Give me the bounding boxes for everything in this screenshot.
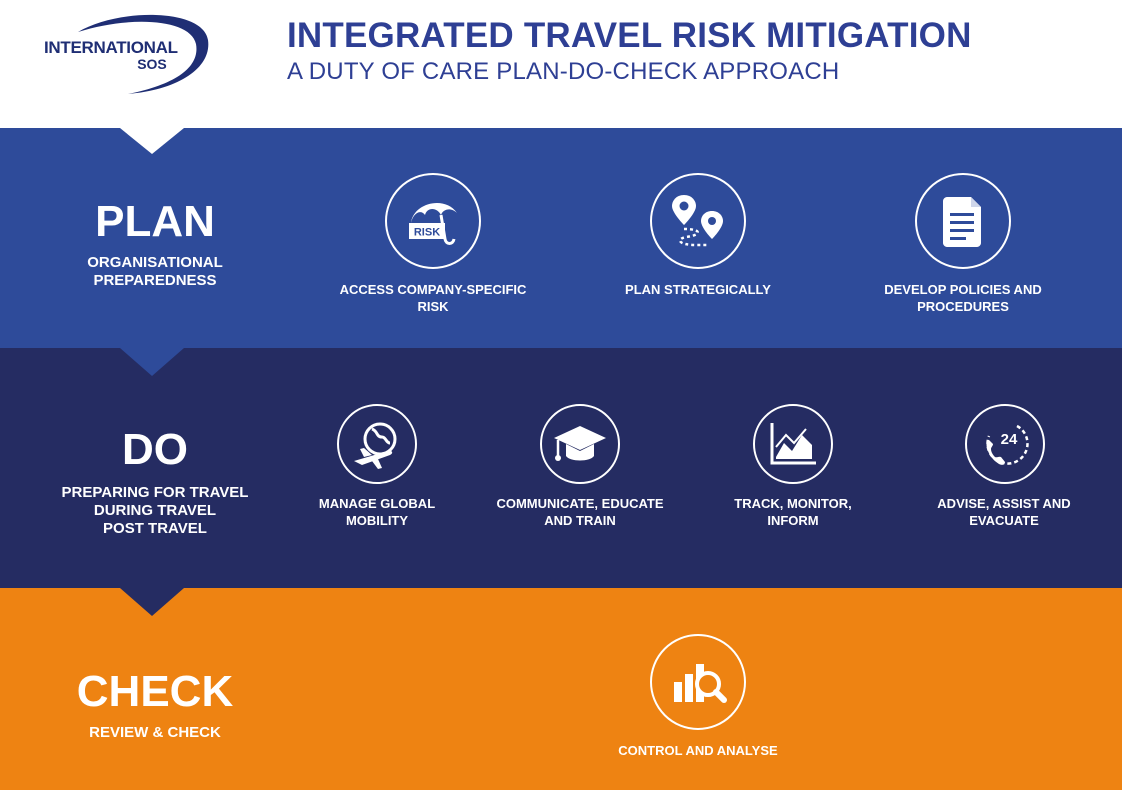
- do-section-heading: DO PREPARING FOR TRAVEL DURING TRAVEL PO…: [40, 428, 270, 538]
- chart-magnifier-icon: [650, 634, 746, 730]
- check-subtitle: REVIEW & CHECK: [89, 724, 221, 741]
- logo-text-sos: SOS: [137, 56, 167, 72]
- header: INTERNATIONAL SOS INTEGRATED TRAVEL RISK…: [0, 0, 1122, 128]
- do-subtitle-line: PREPARING FOR TRAVEL: [61, 484, 249, 501]
- document-icon: [915, 173, 1011, 269]
- do-pointer: [120, 588, 184, 616]
- route-pins-icon: [650, 173, 746, 269]
- do-item-label: COMMUNICATE, EDUCATE AND TRAIN: [496, 496, 664, 528]
- plan-section-heading: PLAN ORGANISATIONAL PREPAREDNESS: [40, 200, 270, 290]
- risk-icon-text: RISK: [414, 227, 440, 239]
- plan-subtitle-line: PREPAREDNESS: [93, 272, 217, 289]
- phone-24-icon-text: 24: [1001, 431, 1018, 448]
- do-subtitle-line: POST TRAVEL: [103, 520, 207, 537]
- do-subtitle-line: DURING TRAVEL: [93, 502, 217, 519]
- check-title: CHECK: [76, 667, 234, 716]
- header-pointer: [120, 128, 184, 154]
- plan-pointer: [120, 348, 184, 376]
- international-sos-logo: INTERNATIONAL SOS: [38, 10, 214, 96]
- do-item-label: ADVISE, ASSIST AND EVACUATE: [937, 496, 1071, 528]
- check-band: [0, 588, 1122, 790]
- risk-umbrella-icon: RISK: [385, 173, 481, 269]
- plan-subtitle-line: ORGANISATIONAL: [87, 254, 223, 271]
- check-section-heading: CHECK REVIEW & CHECK: [40, 670, 270, 742]
- do-item-label: MANAGE GLOBAL MOBILITY: [318, 496, 436, 528]
- phone-24-icon: 24: [965, 404, 1045, 484]
- plan-item-label: DEVELOP POLICIES AND PROCEDURES: [884, 282, 1042, 314]
- do-title: DO: [122, 425, 188, 474]
- logo-text-international: INTERNATIONAL: [44, 38, 178, 57]
- plan-item-label: PLAN STRATEGICALLY: [625, 282, 771, 297]
- page-title: INTEGRATED TRAVEL RISK MITIGATION: [287, 16, 972, 55]
- line-chart-icon: [753, 404, 833, 484]
- do-subtitle: PREPARING FOR TRAVEL DURING TRAVEL POST …: [40, 484, 270, 538]
- plan-item-label: ACCESS COMPANY-SPECIFIC RISK: [339, 282, 527, 314]
- plan-subtitle: ORGANISATIONAL PREPAREDNESS: [40, 254, 270, 290]
- graduation-cap-icon: [540, 404, 620, 484]
- globe-plane-icon: [337, 404, 417, 484]
- plan-title: PLAN: [95, 197, 215, 246]
- page-subtitle: A DUTY OF CARE PLAN-DO-CHECK APPROACH: [287, 58, 840, 85]
- check-item-label: CONTROL AND ANALYSE: [618, 743, 778, 758]
- do-item-label: TRACK, MONITOR, INFORM: [734, 496, 852, 528]
